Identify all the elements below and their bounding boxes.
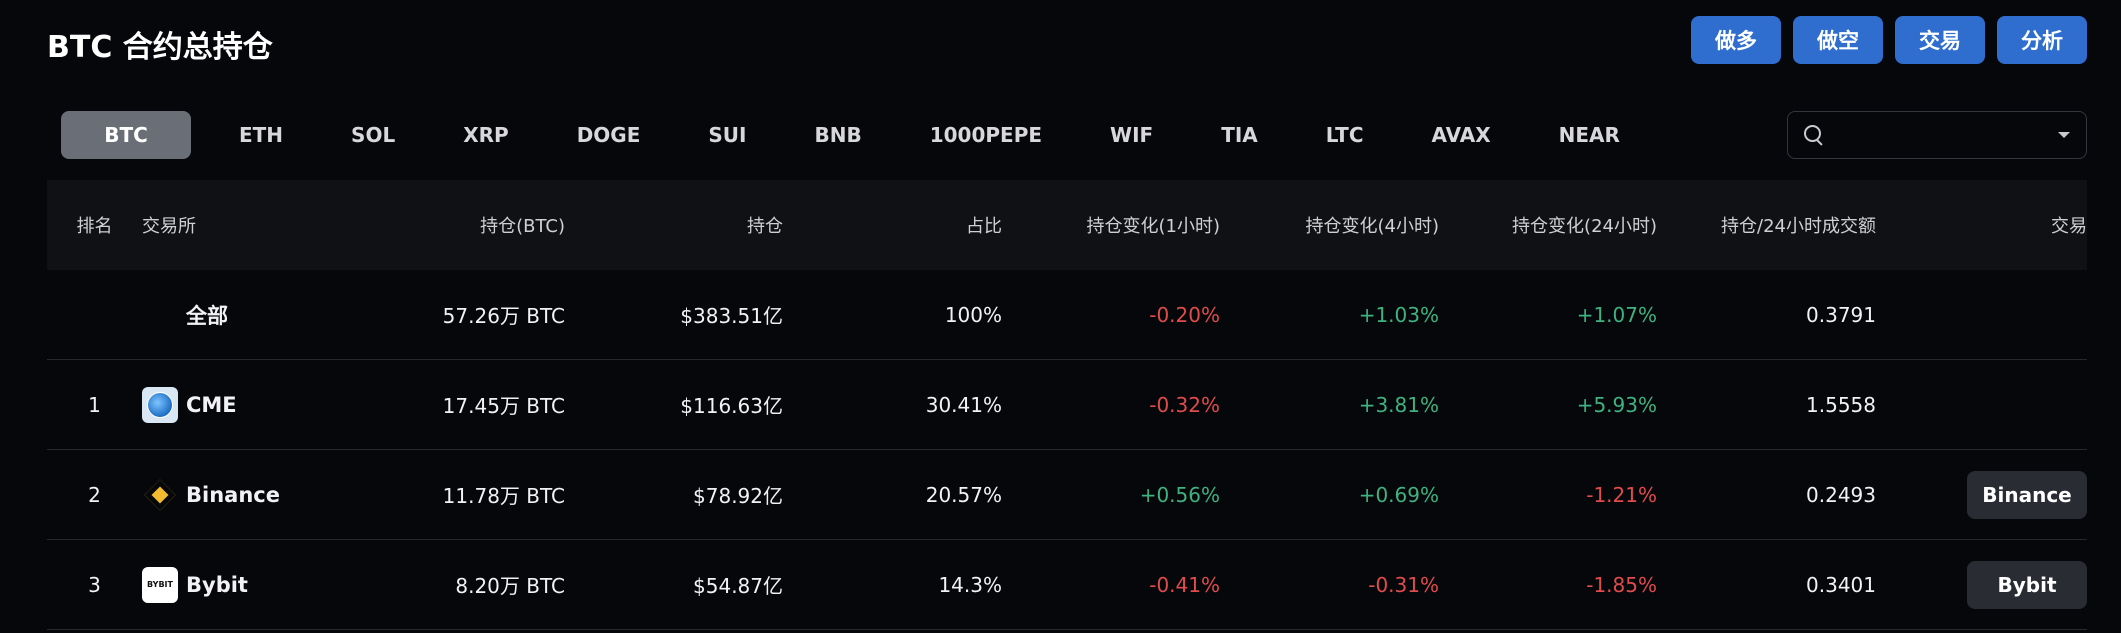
col-oi-usd-header[interactable]: 持仓 [747,216,783,237]
change-4h-cell: +0.69% [1358,482,1439,507]
change-4h-cell: +3.81% [1358,392,1439,417]
tab-ltc[interactable]: LTC [1325,123,1364,147]
tab-wif[interactable]: WIF [1110,123,1154,147]
exchange-cell[interactable]: Binance [142,477,287,513]
table-row: 3 BYBIT Bybit 8.20万 BTC $54.87亿 14.3% -0… [47,540,2087,630]
change-1h-cell: -0.32% [1149,392,1220,417]
search-input[interactable] [1826,112,2058,158]
trade-button[interactable]: 交易 [1895,16,1985,64]
oi-btc-cell: 57.26万 BTC [442,304,565,328]
col-oi-volume-ratio-header[interactable]: 持仓/24小时成交额 [1721,216,1876,237]
trade-binance-button[interactable]: Binance [1967,470,2087,519]
col-trade-header: 交易 [2051,216,2087,237]
exchange-name: Bybit [186,572,248,597]
tab-near[interactable]: NEAR [1558,123,1620,147]
tab-tia[interactable]: TIA [1221,123,1258,147]
share-cell: 30.41% [925,392,1002,417]
col-change-24h-header[interactable]: 持仓变化(24小时) [1512,216,1657,237]
rank-cell: 2 [88,482,101,507]
oi-btc-cell: 17.45万 BTC [442,394,565,418]
exchange-name: Binance [186,482,280,507]
col-change-1h-header[interactable]: 持仓变化(1小时) [1086,216,1221,237]
oi-usd-cell: $78.92亿 [693,484,783,508]
trade-cell: Binance [1876,470,2087,519]
col-rank-header[interactable]: 排名 [76,216,113,237]
cme-globe-icon [142,386,178,423]
analysis-button[interactable]: 分析 [1997,16,2087,64]
change-1h-cell: -0.41% [1149,572,1220,597]
oi-volume-ratio-cell: 1.5558 [1806,392,1876,417]
tab-avax[interactable]: AVAX [1431,123,1491,147]
col-share-header[interactable]: 占比 [966,216,1002,237]
table-row: 2 Binance 11.78万 BTC $78.92亿 20.57% +0.5… [47,450,2087,540]
tab-doge[interactable]: DOGE [576,123,641,147]
long-button[interactable]: 做多 [1691,16,1781,64]
tab-eth[interactable]: ETH [239,123,284,147]
open-interest-table: 排名 交易所 持仓(BTC) 持仓 占比 持仓变化(1小时) 持仓变化(4小时)… [47,180,2087,630]
table-row: 1 CME 17.45万 BTC $116.63亿 30.41% -0.32% … [47,360,2087,450]
oi-volume-ratio-cell: 0.3791 [1806,302,1876,327]
col-oi-btc-header[interactable]: 持仓(BTC) [480,216,565,237]
chevron-down-icon[interactable] [2058,132,2070,138]
exchange-name: CME [186,392,237,417]
table-header: 排名 交易所 持仓(BTC) 持仓 占比 持仓变化(1小时) 持仓变化(4小时)… [47,180,2087,270]
tab-1000pepe[interactable]: 1000PEPE [929,123,1043,147]
oi-btc-cell: 11.78万 BTC [442,484,565,508]
oi-volume-ratio-cell: 0.2493 [1806,482,1876,507]
rank-cell: 1 [88,392,101,417]
tab-xrp[interactable]: XRP [463,123,509,147]
search-icon [1804,125,1821,145]
change-1h-cell: -0.20% [1149,302,1220,327]
oi-btc-cell: 8.20万 BTC [455,574,565,598]
oi-usd-cell: $54.87亿 [693,574,783,598]
binance-icon [142,477,178,513]
page-title: BTC 合约总持仓 [47,30,273,65]
share-cell: 20.57% [925,482,1002,507]
oi-usd-cell: $116.63亿 [680,394,783,418]
exchange-cell: 全部 [142,300,287,330]
coin-search-select[interactable] [1787,111,2087,159]
coin-tabs: BTC ETH SOL XRP DOGE SUI BNB 1000PEPE WI… [61,111,1772,159]
change-24h-cell: +1.07% [1576,302,1657,327]
action-buttons: 做多 做空 交易 分析 [1691,16,2087,64]
oi-usd-cell: $383.51亿 [680,304,783,328]
col-exchange-header[interactable]: 交易所 [142,216,196,237]
change-24h-cell: +5.93% [1576,392,1657,417]
oi-volume-ratio-cell: 0.3401 [1806,572,1876,597]
total-label: 全部 [186,303,228,328]
share-cell: 100% [944,302,1002,327]
tab-bnb[interactable]: BNB [814,123,862,147]
tab-btc[interactable]: BTC [61,111,191,159]
change-4h-cell: +1.03% [1358,302,1439,327]
change-24h-cell: -1.21% [1586,482,1657,507]
change-1h-cell: +0.56% [1139,482,1220,507]
change-4h-cell: -0.31% [1368,572,1439,597]
tab-sui[interactable]: SUI [708,123,747,147]
rank-cell: 3 [88,572,101,597]
bybit-icon: BYBIT [142,566,178,603]
trade-cell: Bybit [1876,560,2087,609]
tab-sol[interactable]: SOL [351,123,396,147]
share-cell: 14.3% [938,572,1002,597]
exchange-cell[interactable]: CME [142,386,287,423]
trade-bybit-button[interactable]: Bybit [1967,560,2087,609]
short-button[interactable]: 做空 [1793,16,1883,64]
table-row-total: 全部 57.26万 BTC $383.51亿 100% -0.20% +1.03… [47,270,2087,360]
change-24h-cell: -1.85% [1586,572,1657,597]
exchange-cell[interactable]: BYBIT Bybit [142,566,287,603]
col-change-4h-header[interactable]: 持仓变化(4小时) [1305,216,1440,237]
